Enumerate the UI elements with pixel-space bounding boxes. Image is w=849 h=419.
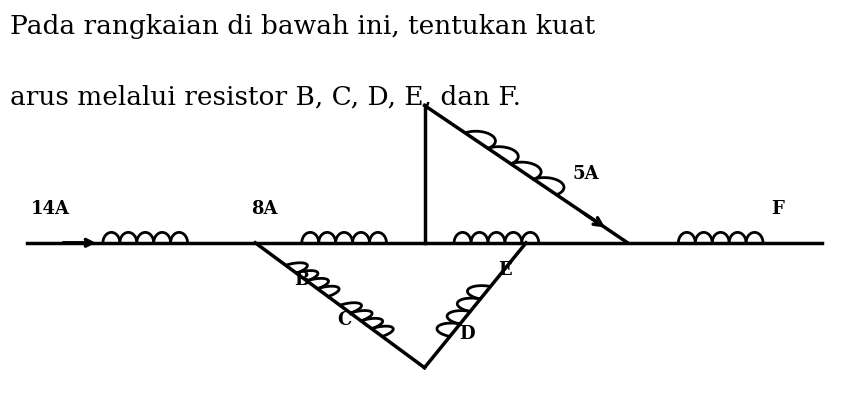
Text: D: D	[459, 326, 475, 343]
Text: E: E	[498, 261, 512, 279]
Text: Pada rangkaian di bawah ini, tentukan kuat: Pada rangkaian di bawah ini, tentukan ku…	[10, 14, 595, 39]
Text: arus melalui resistor B, C, D, E, dan F.: arus melalui resistor B, C, D, E, dan F.	[10, 85, 520, 110]
Text: F: F	[772, 201, 784, 218]
Text: 8A: 8A	[251, 201, 278, 218]
Text: 14A: 14A	[31, 201, 70, 218]
Text: 5A: 5A	[572, 165, 599, 183]
Text: C: C	[337, 311, 351, 329]
Text: B: B	[294, 271, 309, 289]
